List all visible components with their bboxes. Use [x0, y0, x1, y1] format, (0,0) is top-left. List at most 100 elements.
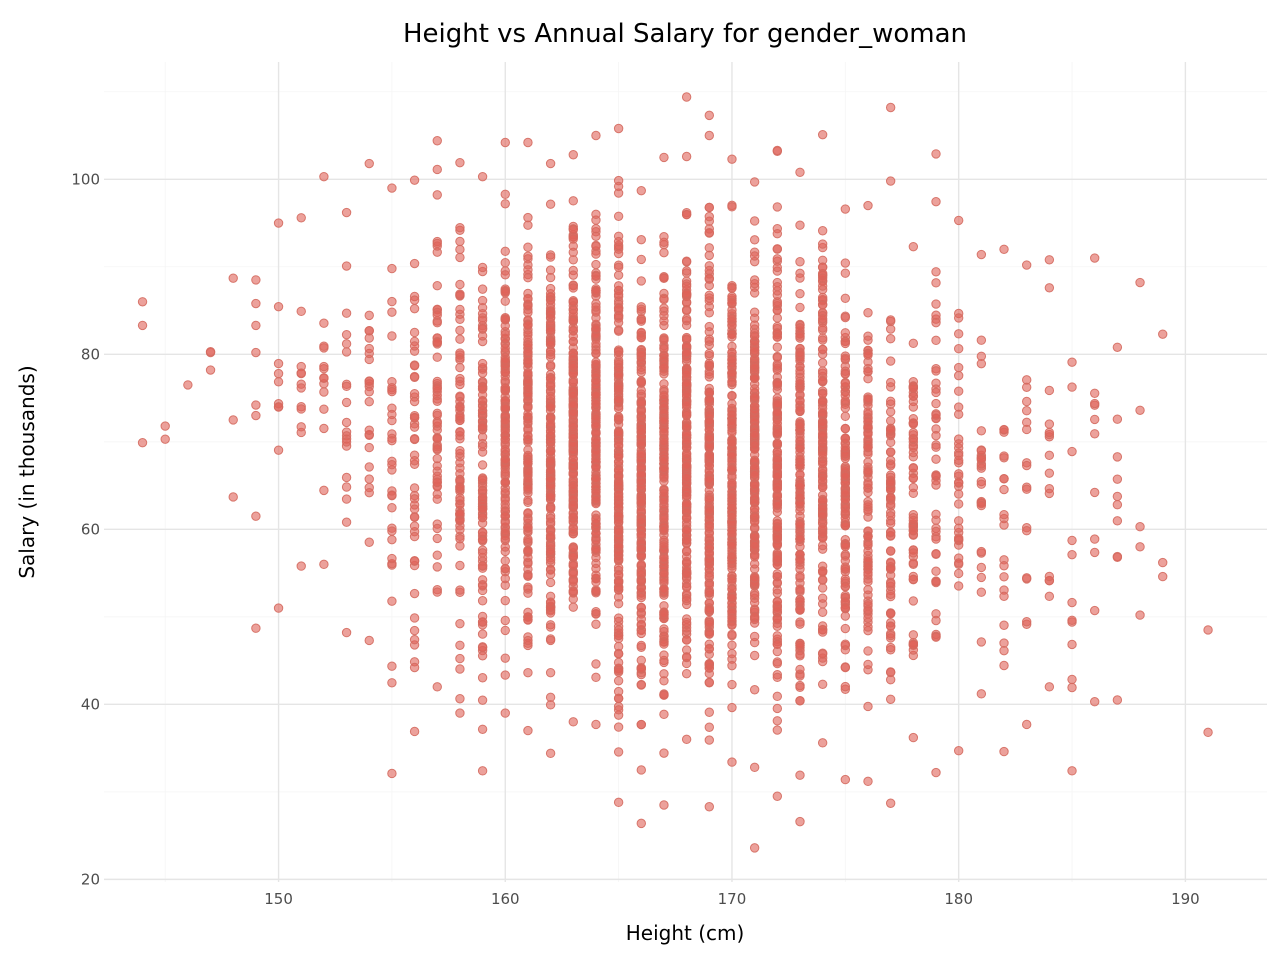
data-point	[477, 673, 488, 683]
data-point	[364, 474, 374, 484]
data-point	[659, 584, 669, 594]
data-point	[885, 528, 896, 538]
data-point	[885, 642, 896, 653]
data-point	[591, 672, 601, 683]
data-point	[432, 337, 442, 348]
data-point	[885, 798, 896, 808]
data-point	[545, 158, 556, 169]
data-point	[704, 451, 714, 461]
data-point	[613, 270, 624, 280]
data-point	[568, 576, 578, 587]
data-point	[681, 314, 692, 324]
data-point	[613, 478, 624, 488]
data-point	[659, 237, 669, 248]
data-point	[931, 454, 941, 464]
data-point	[976, 546, 987, 557]
data-point	[387, 490, 397, 500]
data-point	[681, 535, 692, 546]
data-point	[636, 349, 646, 359]
data-point	[659, 335, 669, 345]
data-point	[1044, 385, 1055, 396]
data-point	[500, 383, 510, 393]
data-point	[545, 457, 556, 467]
data-point	[1158, 571, 1168, 582]
data-point	[477, 629, 488, 639]
data-point	[681, 617, 692, 628]
data-point	[523, 725, 533, 736]
data-point	[591, 302, 601, 312]
data-point	[727, 450, 737, 461]
data-point	[931, 576, 941, 587]
data-point	[613, 613, 624, 623]
data-point	[500, 563, 510, 574]
data-point	[1021, 417, 1032, 428]
data-point	[772, 361, 783, 371]
data-point	[455, 516, 465, 526]
data-point	[999, 244, 1009, 254]
data-point	[409, 371, 420, 382]
data-point	[500, 625, 510, 636]
data-point	[387, 386, 397, 397]
data-point	[455, 694, 465, 704]
data-point	[523, 273, 533, 283]
data-point	[795, 273, 805, 283]
data-point	[636, 543, 646, 554]
data-point	[545, 465, 556, 476]
data-point	[591, 462, 601, 472]
data-point	[885, 675, 896, 685]
data-point	[976, 426, 987, 436]
data-point	[477, 548, 488, 558]
data-point	[953, 581, 964, 591]
data-point	[976, 587, 987, 597]
data-point	[795, 396, 805, 406]
data-point	[1158, 557, 1168, 568]
data-point	[636, 333, 646, 343]
data-point	[477, 596, 488, 606]
data-point	[477, 323, 488, 333]
data-point	[477, 262, 488, 273]
data-point	[409, 726, 420, 737]
data-point	[477, 695, 488, 705]
data-point	[1044, 571, 1055, 582]
data-point	[455, 541, 465, 551]
data-point	[863, 776, 873, 787]
data-point	[1044, 255, 1055, 265]
data-point	[500, 467, 510, 477]
data-point	[885, 609, 896, 619]
data-point	[704, 580, 714, 591]
data-point	[455, 334, 465, 344]
data-point	[387, 183, 397, 193]
data-point	[976, 637, 987, 647]
data-point	[613, 451, 624, 462]
data-point	[727, 528, 737, 538]
data-point	[772, 658, 783, 669]
data-point	[840, 574, 851, 584]
data-point	[953, 455, 964, 465]
data-point	[659, 456, 669, 466]
data-point	[772, 639, 783, 650]
data-point	[568, 587, 578, 597]
data-point	[636, 385, 646, 396]
data-point	[704, 643, 714, 654]
data-point	[704, 722, 714, 732]
data-point	[251, 511, 261, 521]
data-point	[908, 558, 919, 568]
data-point	[795, 695, 805, 706]
data-point	[273, 301, 284, 312]
data-point	[840, 204, 851, 214]
data-point	[772, 631, 783, 641]
data-point	[795, 302, 805, 313]
data-point	[727, 576, 737, 586]
data-point	[885, 579, 896, 589]
data-point	[545, 504, 556, 514]
data-point	[795, 520, 805, 530]
data-point	[568, 196, 578, 206]
data-point	[500, 403, 510, 413]
data-point	[273, 603, 284, 613]
data-point	[591, 249, 601, 259]
data-point	[523, 534, 533, 544]
data-point	[500, 653, 510, 663]
data-point	[613, 577, 624, 587]
data-point	[636, 476, 646, 487]
data-point	[885, 396, 896, 407]
